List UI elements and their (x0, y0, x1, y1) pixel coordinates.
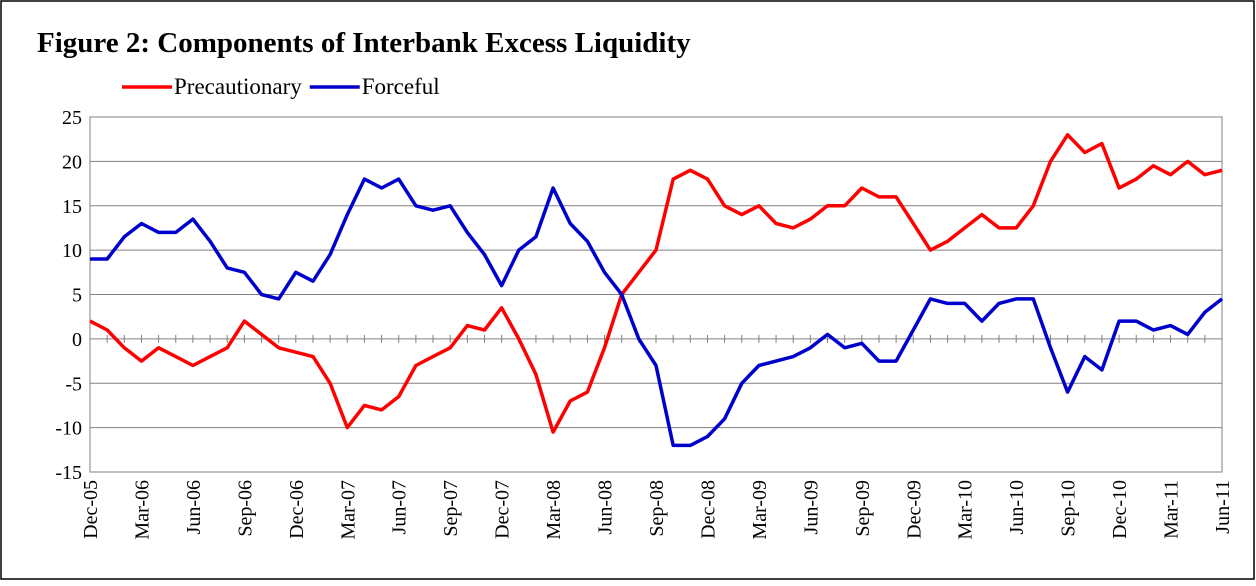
y-tick-label: -5 (65, 373, 82, 395)
x-tick-label: Dec-05 (80, 480, 102, 539)
series-line (90, 177, 1224, 448)
x-tick-label: Mar-08 (543, 480, 565, 540)
x-tick-label: Dec-07 (492, 480, 514, 539)
x-tick-label: Dec-08 (697, 480, 719, 539)
x-tick-label: Jun-08 (595, 480, 617, 534)
x-tick-label: Sep-07 (440, 480, 462, 537)
legend: Precautionary Forceful (122, 74, 440, 99)
x-tick-label: Jun-10 (1006, 480, 1028, 534)
x-tick-label: Sep-10 (1058, 480, 1080, 537)
y-tick-label: 15 (62, 196, 82, 218)
chart-title: Figure 2: Components of Interbank Excess… (37, 27, 691, 59)
x-tick-label: Jun-09 (800, 480, 822, 534)
x-tick-label: Jun-07 (389, 480, 411, 534)
x-tick-label: Mar-06 (131, 480, 153, 540)
y-tick-label: 0 (72, 329, 82, 351)
x-tick-label: Dec-06 (286, 480, 308, 539)
x-tick-label: Sep-08 (646, 480, 668, 537)
legend-label: Forceful (362, 74, 440, 99)
x-tick-label: Dec-10 (1109, 480, 1131, 539)
x-tick-label: Sep-06 (234, 480, 256, 537)
y-tick-label: 25 (62, 107, 82, 129)
x-tick-label: Mar-07 (337, 480, 359, 540)
y-tick-label: 10 (62, 240, 82, 262)
x-tick-label: Jun-06 (183, 480, 205, 534)
x-tick-label: Mar-09 (749, 480, 771, 540)
y-tick-label: -10 (55, 418, 82, 440)
x-tick-label: Dec-09 (903, 480, 925, 539)
series-line (89, 133, 1223, 434)
x-tick-label: Mar-10 (955, 480, 977, 540)
y-tick-label: -15 (55, 462, 82, 484)
y-tick-label: 5 (72, 285, 82, 307)
x-tick-label: Mar-11 (1161, 480, 1183, 539)
x-tick-label: Jun-11 (1212, 480, 1234, 534)
x-tick-label: Sep-09 (852, 480, 874, 537)
legend-label: Precautionary (174, 74, 302, 99)
y-tick-label: 20 (62, 151, 82, 173)
